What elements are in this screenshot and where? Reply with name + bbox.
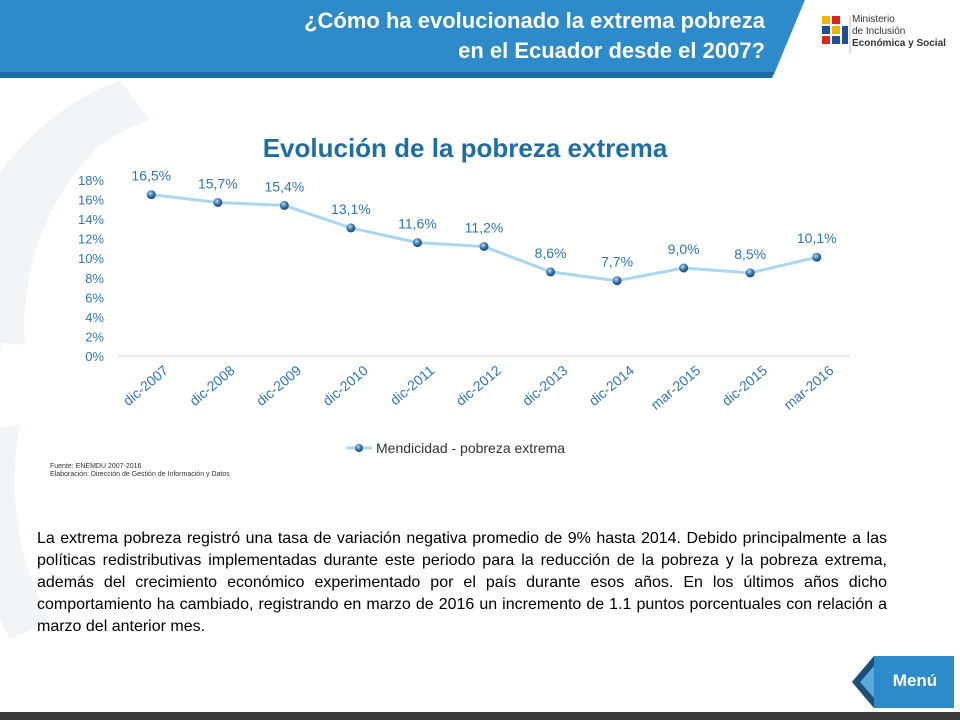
y-tick-label: 18% [78, 173, 104, 188]
x-tick-label: dic-2012 [453, 362, 505, 409]
page-title: ¿Cómo ha evolucionado la extrema pobreza… [165, 6, 765, 66]
data-label: 15,7% [198, 175, 238, 191]
data-point [213, 197, 223, 207]
y-tick-label: 14% [78, 212, 104, 227]
description-paragraph: La extrema pobreza registró una tasa de … [37, 530, 887, 635]
y-tick-label: 4% [85, 310, 104, 325]
y-tick-label: 10% [78, 251, 104, 266]
x-tick-label: dic-2007 [120, 362, 172, 409]
page-title-line1: ¿Cómo ha evolucionado la extrema pobreza [304, 8, 765, 33]
menu-button[interactable] [852, 656, 954, 708]
data-point [479, 241, 489, 251]
data-label: 11,6% [398, 216, 437, 232]
x-tick-label: mar-2016 [780, 362, 836, 413]
data-label: 11,2% [465, 219, 504, 235]
x-tick-label: dic-2011 [387, 362, 438, 408]
data-point [812, 252, 822, 262]
data-label: 8,6% [535, 245, 567, 261]
data-label: 9,0% [668, 241, 700, 257]
source-note: Fuente: ENEMDU 2007-2016 Elaboración: Di… [50, 463, 230, 478]
data-point [679, 263, 689, 273]
legend-label: Mendicidad - pobreza extrema [376, 440, 565, 456]
x-tick-label: dic-2013 [519, 362, 571, 409]
data-point [279, 200, 289, 210]
chart-title: Evolución de la pobreza extrema [262, 133, 668, 163]
data-label: 13,1% [331, 201, 371, 217]
y-tick-label: 12% [78, 232, 104, 247]
legend-marker [355, 444, 363, 452]
y-tick-label: 0% [85, 349, 104, 364]
x-tick-label: mar-2015 [647, 362, 703, 413]
data-label: 8,5% [734, 246, 766, 262]
y-tick-label: 16% [78, 193, 104, 208]
logo-figures-icon [822, 16, 848, 44]
legend: Mendicidad - pobreza extrema [346, 440, 565, 456]
data-label: 16,5% [131, 168, 171, 184]
y-tick-label: 6% [85, 290, 104, 305]
x-tick-label: dic-2008 [186, 362, 238, 409]
data-point [612, 276, 622, 286]
series-line [151, 193, 818, 283]
data-point [146, 190, 156, 200]
line-chart: 0% 2% 4% 6% 8% 10% 12% 14% 16% 18% dic-2007 dic-20… [78, 168, 850, 456]
page-title-line2: en el Ecuador desde el 2007? [458, 38, 765, 63]
x-tick-label: dic-2009 [253, 362, 305, 409]
logo-text: Ministerio de Inclusión Económica y Soci… [852, 14, 946, 49]
data-point [346, 223, 356, 233]
x-tick-label: dic-2015 [719, 362, 771, 409]
data-label: 10,1% [797, 230, 837, 246]
menu-button-label[interactable]: Menú [892, 671, 938, 690]
x-tick-label: dic-2014 [586, 362, 638, 409]
y-tick-label: 8% [85, 271, 104, 286]
x-tick-label: dic-2010 [319, 362, 371, 409]
data-point [745, 268, 755, 278]
data-label: 7,7% [601, 254, 633, 270]
y-tick-label: 2% [85, 329, 104, 344]
bottom-bar [0, 712, 960, 720]
ministry-logo [822, 16, 851, 54]
data-point [412, 238, 422, 248]
data-point [546, 267, 556, 277]
data-label: 15,4% [265, 178, 305, 194]
header-band [0, 0, 960, 78]
